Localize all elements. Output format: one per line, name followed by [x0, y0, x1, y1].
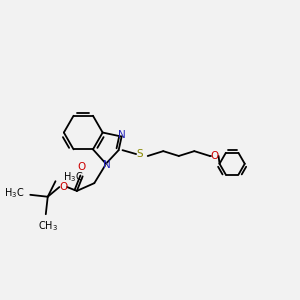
Text: O: O: [78, 161, 86, 172]
Text: N: N: [118, 130, 125, 140]
Text: CH$_3$: CH$_3$: [38, 219, 58, 233]
Text: N: N: [103, 160, 111, 170]
Text: S: S: [137, 149, 143, 159]
Text: H$_3$C: H$_3$C: [4, 186, 24, 200]
Text: H$_3$C: H$_3$C: [63, 170, 84, 184]
Text: O: O: [211, 151, 219, 161]
Text: O: O: [59, 182, 68, 192]
